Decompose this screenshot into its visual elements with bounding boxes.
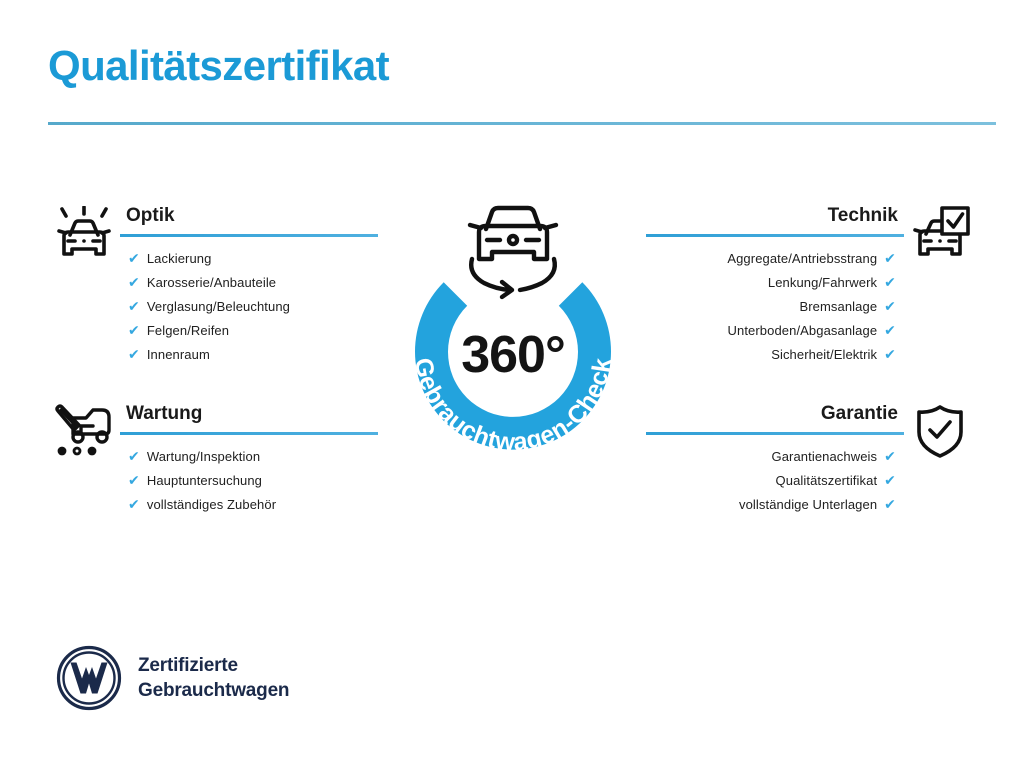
section-technik: Technik Aggregate/Antriebsstrang ✔ Lenku… [646, 206, 976, 371]
list-item: ✔ Felgen/Reifen [120, 323, 378, 347]
list-item: Unterboden/Abgasanlage ✔ [646, 323, 904, 347]
check-icon: ✔ [884, 250, 896, 266]
check-icon: ✔ [884, 346, 896, 362]
check-icon: ✔ [884, 274, 896, 290]
list-item: ✔ vollständiges Zubehör [120, 497, 378, 521]
section-optik-body: Optik ✔ Lackierung ✔ Karosserie/Anbautei… [120, 206, 378, 371]
check-icon: ✔ [128, 274, 140, 290]
list-item-label: Wartung/Inspektion [146, 448, 261, 464]
list-item-label: Verglasung/Beleuchtung [146, 298, 290, 314]
list-item: Aggregate/Antriebsstrang ✔ [646, 251, 904, 275]
list-item-label: vollständige Unterlagen [738, 496, 878, 512]
list-item-label: Lackierung [146, 250, 212, 266]
list-item-label: Lenkung/Fahrwerk [767, 274, 878, 290]
section-wartung-body: Wartung ✔ Wartung/Inspektion ✔ Hauptunte… [120, 404, 378, 521]
list-item-label: Karosserie/Anbauteile [146, 274, 277, 290]
brand-line-2: Gebrauchtwagen [138, 680, 290, 701]
list-item-label: Felgen/Reifen [146, 322, 230, 338]
list-item: Lenkung/Fahrwerk ✔ [646, 275, 904, 299]
page-header: Qualitätszertifikat [48, 42, 996, 126]
checklist-garantie: Garantienachweis ✔ Qualitätszertifikat ✔… [646, 435, 904, 521]
car-service-tool-icon [48, 404, 120, 466]
checklist-wartung: ✔ Wartung/Inspektion ✔ Hauptuntersuchung… [120, 435, 378, 521]
section-technik-body: Technik Aggregate/Antriebsstrang ✔ Lenku… [646, 206, 904, 371]
check-icon: ✔ [884, 322, 896, 338]
volkswagen-logo [56, 645, 122, 711]
section-divider-wartung [120, 432, 378, 435]
list-item-label: Qualitätszertifikat [775, 472, 878, 488]
brand-line-1: Zertifizierte [138, 654, 238, 676]
header-divider [48, 122, 996, 126]
car-rotate-360-icon [467, 205, 559, 300]
list-item-label: Bremsanlage [799, 298, 878, 314]
list-item: Qualitätszertifikat ✔ [646, 473, 904, 497]
section-divider-technik [646, 234, 904, 237]
section-title-technik: Technik [827, 205, 898, 226]
page-title: Qualitätszertifikat [48, 42, 390, 89]
list-item: ✔ Karosserie/Anbauteile [120, 275, 378, 299]
shield-check-icon [904, 404, 976, 466]
list-item: Bremsanlage ✔ [646, 299, 904, 323]
list-item: vollständige Unterlagen ✔ [646, 497, 904, 521]
list-item-label: Aggregate/Antriebsstrang [727, 250, 878, 266]
check-icon: ✔ [884, 496, 896, 512]
section-optik: Optik ✔ Lackierung ✔ Karosserie/Anbautei… [48, 206, 378, 371]
badge-value: 360° [461, 326, 566, 384]
section-garantie: Garantie Garantienachweis ✔ Qualitätszer… [646, 404, 976, 521]
check-icon: ✔ [128, 346, 140, 362]
check-icon: ✔ [128, 250, 140, 266]
footer-brand: Zertifizierte Gebrauchtwagen [56, 645, 290, 711]
badge-ring: Gebrauchtwagen-Check [409, 282, 617, 457]
list-item: ✔ Innenraum [120, 347, 378, 371]
check-icon: ✔ [884, 472, 896, 488]
check-icon: ✔ [128, 448, 140, 464]
badge-360-check: Gebrauchtwagen-Check 360° [382, 196, 644, 486]
list-item-label: Unterboden/Abgasanlage [727, 322, 878, 338]
section-title-garantie: Garantie [820, 403, 898, 424]
section-garantie-body: Garantie Garantienachweis ✔ Qualitätszer… [646, 404, 904, 521]
check-icon: ✔ [128, 472, 140, 488]
check-icon: ✔ [884, 298, 896, 314]
car-shine-icon [48, 206, 120, 268]
section-title-wartung: Wartung [126, 403, 203, 424]
list-item-label: vollständiges Zubehör [146, 496, 277, 512]
section-title-optik: Optik [126, 205, 175, 226]
section-divider-optik [120, 234, 378, 237]
list-item: ✔ Lackierung [120, 251, 378, 275]
section-divider-garantie [646, 432, 904, 435]
list-item-label: Hauptuntersuchung [146, 472, 263, 488]
list-item: ✔ Wartung/Inspektion [120, 449, 378, 473]
list-item-label: Garantienachweis [771, 448, 878, 464]
check-icon: ✔ [128, 298, 140, 314]
list-item: Sicherheit/Elektrik ✔ [646, 347, 904, 371]
section-wartung: Wartung ✔ Wartung/Inspektion ✔ Hauptunte… [48, 404, 378, 521]
checklist-technik: Aggregate/Antriebsstrang ✔ Lenkung/Fahrw… [646, 237, 904, 371]
list-item: ✔ Hauptuntersuchung [120, 473, 378, 497]
check-icon: ✔ [128, 496, 140, 512]
car-checkbox-icon [904, 206, 976, 268]
list-item: Garantienachweis ✔ [646, 449, 904, 473]
list-item-label: Innenraum [146, 346, 210, 362]
check-icon: ✔ [884, 448, 896, 464]
checklist-optik: ✔ Lackierung ✔ Karosserie/Anbauteile ✔ V… [120, 237, 378, 371]
list-item: ✔ Verglasung/Beleuchtung [120, 299, 378, 323]
brand-wordmark: Zertifizierte Gebrauchtwagen [138, 653, 290, 704]
check-icon: ✔ [128, 322, 140, 338]
list-item-label: Sicherheit/Elektrik [771, 346, 878, 362]
